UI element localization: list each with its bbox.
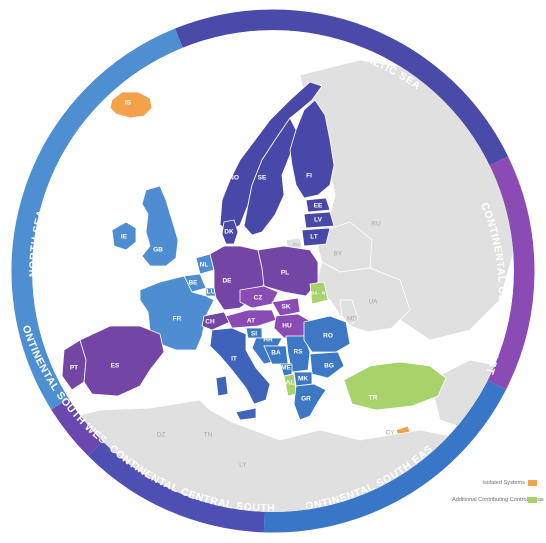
country-iceland [109,91,153,119]
country-sweden [243,117,297,236]
label-bg: BG [324,363,334,370]
label-mk: MK [298,376,308,383]
country-spain [79,325,165,397]
label-fi: FI [306,173,312,180]
country-ireland [111,221,137,251]
label-si: SI [251,331,257,338]
label-ru-kaliningrad: RU [293,242,300,247]
label-ie: IE [121,234,128,241]
country-estonia [305,197,331,213]
country-finland [289,99,335,199]
ring-segment-continental-south-west [51,398,104,456]
legend-label-isolated: Isolated Systems [482,480,525,486]
country-sicily [235,407,257,421]
label-no: NO [229,175,239,182]
legend-label-additional: Additional Contributing Control Areas [452,497,544,503]
country-italy [209,327,271,405]
country-labels: IS NO SE FI EE LV LT DK IE GB NL BE LU D… [70,100,395,469]
country-denmark [221,219,239,245]
label-me: ME [281,365,291,372]
label-be: BE [188,280,198,287]
label-it: IT [231,356,237,363]
label-gb: GB [153,247,163,254]
legend-item-isolated: Isolated Systems [452,480,537,486]
label-ba-n: BA - N [311,290,326,296]
label-tn: TN [204,432,213,439]
label-by: BY [334,251,343,258]
land-moldova [339,299,359,327]
label-ee: EE [314,203,323,210]
label-sk: SK [281,304,290,311]
label-ua: UA [368,299,378,306]
ring-segment-north-sea [11,28,183,410]
country-slovakia [271,297,301,317]
country-romania [303,315,351,353]
label-lu: LU [207,289,216,296]
legend-item-additional: Additional Contributing Control Areas [452,497,544,503]
ring-segment-continental-central-east [487,156,535,390]
label-tr: TR [369,395,378,402]
map-area: IS NO SE FI EE LV LT DK IE GB NL BE LU D… [32,30,514,512]
country-france [139,275,215,351]
country-cyprus [395,425,411,435]
label-at: AT [247,318,255,325]
label-hr: HR [263,337,273,344]
participating-countries [61,81,447,435]
ring-segments [11,9,535,533]
label-ru: RU [371,221,381,228]
country-czech-republic [239,285,279,309]
country-turkey [343,361,447,411]
label-rs: RS [293,349,303,356]
label-hu: HU [282,323,292,330]
label-al: AL [286,380,295,387]
label-md: MD [347,316,357,323]
label-lv: LV [314,217,322,224]
label-gr: GR [301,396,311,403]
ring-segment-continental-central-south [88,441,265,533]
label-lt: LT [310,234,317,241]
country-great-britain [141,185,179,267]
label-is: IS [125,100,132,107]
label-pt: PT [70,365,78,372]
ring-segment-continental-south-east [263,380,506,533]
ring-segment-baltic-sea [175,9,509,166]
label-dk: DK [224,229,234,236]
country-greece [293,383,327,421]
label-cz: CZ [254,295,263,302]
label-dz: DZ [157,432,166,439]
label-nl: NL [200,262,209,269]
country-switzerland [201,311,231,331]
label-cy: CY [385,430,395,437]
country-bosnia-north-aca [309,281,329,305]
label-fr: FR [173,316,182,323]
label-pl: PL [281,270,289,277]
legend-swatch-additional [528,497,537,503]
label-ro: RO [323,333,333,340]
label-ba: BA [271,350,281,357]
label-es: ES [111,363,120,370]
legend-swatch-isolated [528,480,537,486]
label-ch: CH [205,319,215,326]
label-ly: LY [239,462,247,469]
country-sardinia [215,375,229,397]
label-de: DE [222,278,232,285]
country-bulgaria [309,351,345,379]
country-latvia [303,211,335,229]
label-se: SE [258,175,267,182]
country-lithuania [301,227,331,247]
